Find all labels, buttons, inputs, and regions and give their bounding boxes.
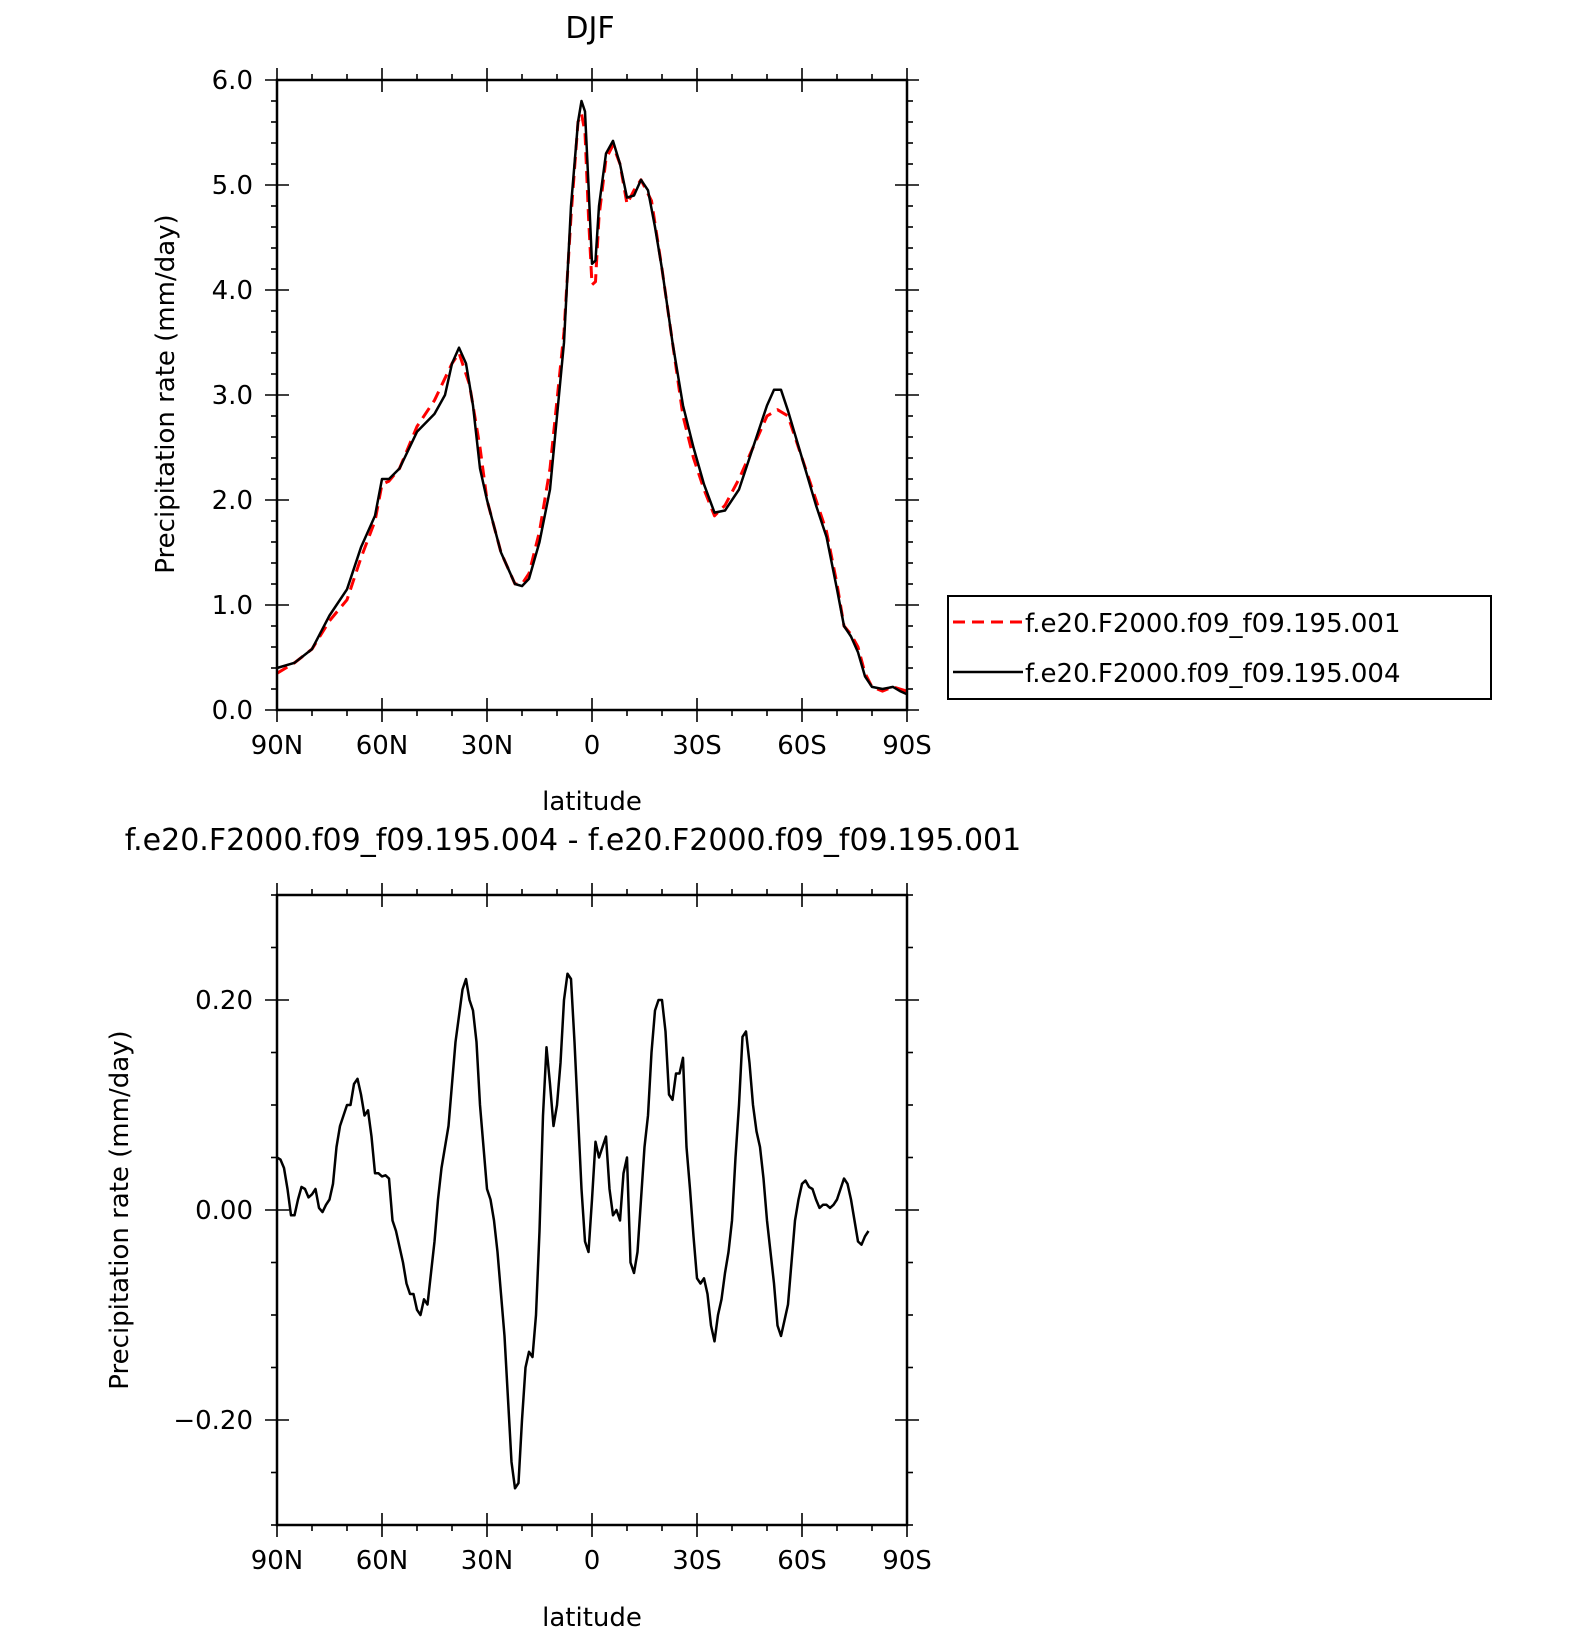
bottom-ylabel: Precipitation rate (mm/day) bbox=[105, 1030, 135, 1389]
top-series-line-1 bbox=[276, 112, 908, 693]
bottom-ytick-label: 0.20 bbox=[195, 986, 253, 1016]
top-title: DJF bbox=[565, 11, 614, 46]
top-ytick-label: 5.0 bbox=[212, 171, 253, 201]
top-ylabel: Precipitation rate (mm/day) bbox=[151, 214, 181, 573]
top-xtick-label: 60N bbox=[356, 731, 409, 761]
top-series-group bbox=[276, 99, 908, 696]
top-ytick-label: 2.0 bbox=[212, 486, 253, 516]
bottom-series-group bbox=[276, 972, 870, 1490]
panel-bottom: f.e20.F2000.f09_f09.195.004 - f.e20.F200… bbox=[105, 823, 1021, 1633]
top-xtick-label: 30S bbox=[672, 731, 722, 761]
panel-top: DJF 90N 60N 30N 0 30S 60S 90S 0.0 1.0 2.0 3.0 4.0 5.… bbox=[151, 11, 1492, 817]
top-ytick-label: 3.0 bbox=[212, 381, 253, 411]
top-ytick-label: 4.0 bbox=[212, 276, 253, 306]
bottom-ytick-label: −0.20 bbox=[173, 1406, 253, 1436]
bottom-title: f.e20.F2000.f09_f09.195.004 - f.e20.F200… bbox=[125, 823, 1021, 858]
top-xtick-label: 30N bbox=[461, 731, 514, 761]
bottom-ytick-label: 0.00 bbox=[195, 1196, 253, 1226]
top-series-line-2 bbox=[276, 99, 908, 696]
top-xtick-label: 90S bbox=[882, 731, 932, 761]
bottom-series-line-1 bbox=[276, 972, 870, 1490]
top-xtick-label: 90N bbox=[251, 731, 304, 761]
bottom-xtick-label: 90S bbox=[882, 1546, 932, 1576]
bottom-tick-labels: 90N 60N 30N 0 30S 60S 90S −0.20 0.00 0.20 bbox=[173, 986, 931, 1576]
bottom-xtick-label: 90N bbox=[251, 1546, 304, 1576]
legend-label-001: f.e20.F2000.f09_f09.195.001 bbox=[1025, 609, 1401, 639]
legend-label-004: f.e20.F2000.f09_f09.195.004 bbox=[1025, 659, 1401, 689]
top-ytick-label: 6.0 bbox=[212, 66, 253, 96]
top-ytick-label: 0.0 bbox=[212, 696, 253, 726]
top-tick-labels: 90N 60N 30N 0 30S 60S 90S 0.0 1.0 2.0 3.0 4.0 5.0 6.0 bbox=[212, 66, 932, 761]
top-xtick-label: 0 bbox=[584, 731, 601, 761]
top-ticks bbox=[265, 68, 919, 722]
bottom-axis-frame bbox=[275, 893, 909, 1527]
bottom-xtick-label: 60N bbox=[356, 1546, 409, 1576]
bottom-xlabel: latitude bbox=[542, 1603, 642, 1633]
bottom-xtick-label: 60S bbox=[777, 1546, 827, 1576]
bottom-xtick-label: 30S bbox=[672, 1546, 722, 1576]
bottom-xtick-label: 0 bbox=[584, 1546, 601, 1576]
top-axis-frame bbox=[275, 78, 909, 712]
bottom-xtick-label: 30N bbox=[461, 1546, 514, 1576]
legend-box bbox=[947, 595, 1492, 700]
top-ytick-label: 1.0 bbox=[212, 591, 253, 621]
legend: f.e20.F2000.f09_f09.195.001 f.e20.F2000.… bbox=[947, 595, 1492, 700]
top-xlabel: latitude bbox=[542, 787, 642, 817]
top-xtick-label: 60S bbox=[777, 731, 827, 761]
